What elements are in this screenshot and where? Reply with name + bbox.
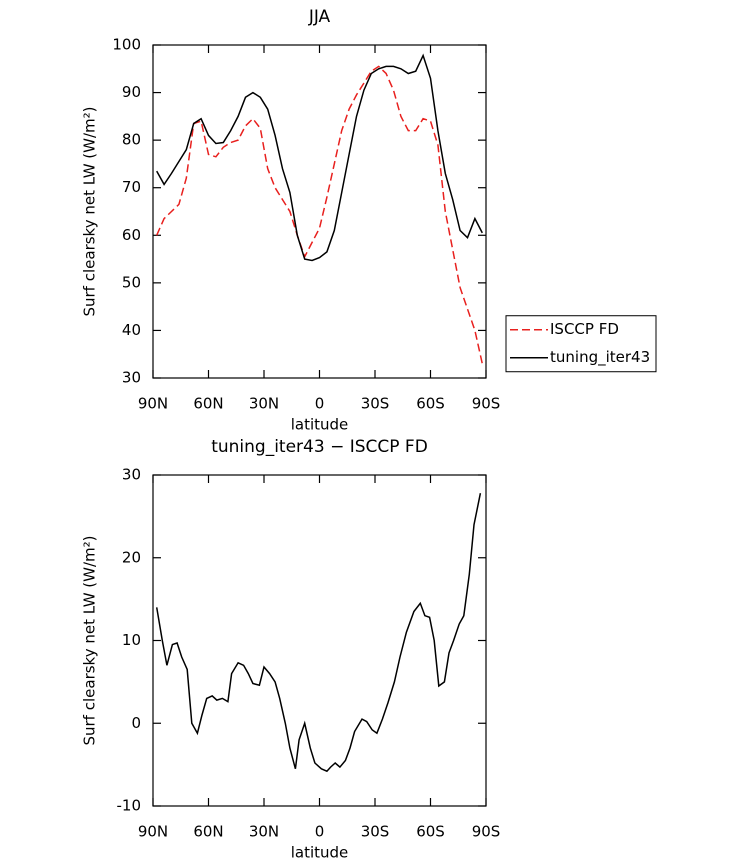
x-tick-label: 90S <box>472 823 501 841</box>
x-tick-label: 90N <box>138 823 168 841</box>
y-tick-label: 30 <box>122 369 141 387</box>
chart-title: tuning_iter43 − ISCCP FD <box>211 437 428 457</box>
x-tick-label: 30N <box>249 823 279 841</box>
plot-frame <box>152 474 487 807</box>
x-tick-label: 90S <box>472 395 501 413</box>
y-tick-label: 10 <box>122 631 141 649</box>
y-tick-label: 60 <box>122 226 141 244</box>
legend-label: ISCCP FD <box>550 320 619 338</box>
y-tick-label: 50 <box>122 273 141 291</box>
y-axis-label: Surf clearsky net LW (W/m²) <box>81 535 99 745</box>
x-tick-label: 0 <box>315 395 325 413</box>
y-tick-label: 80 <box>122 131 141 149</box>
y-tick-label: 90 <box>122 83 141 101</box>
data-line <box>156 53 483 262</box>
y-tick-label: -10 <box>117 797 142 815</box>
y-tick-label: 20 <box>122 548 141 566</box>
data-line <box>156 65 484 364</box>
x-axis-label: latitude <box>291 844 349 862</box>
legend-box <box>505 315 657 373</box>
x-tick-label: 30S <box>361 395 390 413</box>
x-axis-label: latitude <box>291 416 349 434</box>
x-tick-label: 60N <box>193 823 223 841</box>
data-line <box>155 493 482 773</box>
y-tick-label: 0 <box>131 714 141 732</box>
legend-label: tuning_iter43 <box>550 348 650 367</box>
y-tick-label: 100 <box>112 36 141 54</box>
y-axis-label: Surf clearsky net LW (W/m²) <box>81 106 99 316</box>
x-tick-label: 60N <box>193 395 223 413</box>
y-tick-label: 70 <box>122 178 141 196</box>
x-tick-label: 30S <box>361 823 390 841</box>
chart-title: JJA <box>308 7 331 27</box>
x-tick-label: 30N <box>249 395 279 413</box>
x-tick-label: 60S <box>416 823 445 841</box>
y-tick-label: 30 <box>122 466 141 484</box>
plot-frame <box>152 44 487 379</box>
x-tick-label: 0 <box>315 823 325 841</box>
y-tick-label: 40 <box>122 321 141 339</box>
x-tick-label: 90N <box>138 395 168 413</box>
x-tick-label: 60S <box>416 395 445 413</box>
